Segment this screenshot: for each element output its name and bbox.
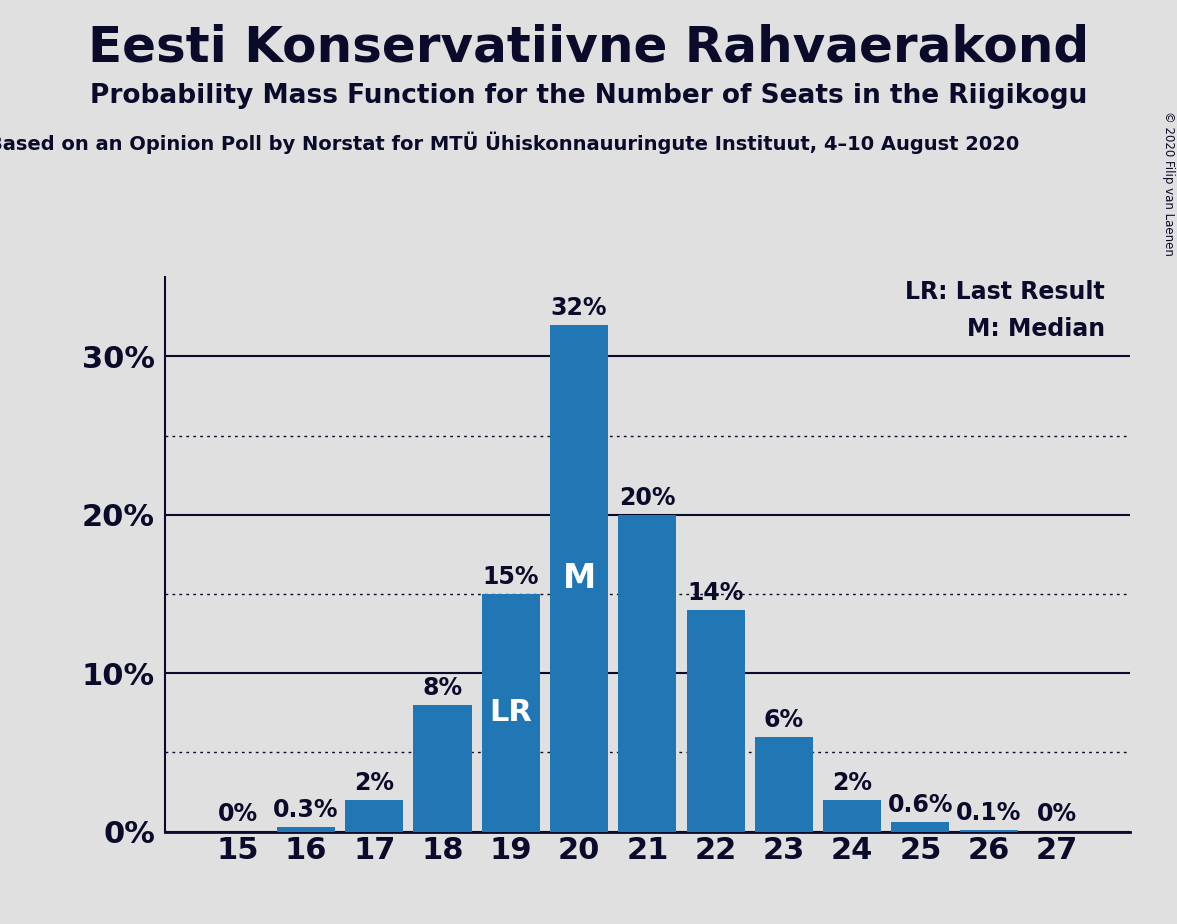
Bar <box>686 610 745 832</box>
Text: Probability Mass Function for the Number of Seats in the Riigikogu: Probability Mass Function for the Number… <box>89 83 1088 109</box>
Text: M: Median: M: Median <box>966 317 1105 341</box>
Bar <box>481 594 540 832</box>
Bar <box>345 800 404 832</box>
Text: 32%: 32% <box>551 296 607 320</box>
Text: LR: Last Result: LR: Last Result <box>905 280 1105 304</box>
Text: 0.6%: 0.6% <box>887 794 953 818</box>
Bar <box>959 830 1018 832</box>
Text: 8%: 8% <box>423 676 463 700</box>
Text: 0.3%: 0.3% <box>273 798 339 822</box>
Text: 0%: 0% <box>218 802 258 826</box>
Bar <box>618 515 677 832</box>
Text: 6%: 6% <box>764 708 804 732</box>
Text: © 2020 Filip van Laenen: © 2020 Filip van Laenen <box>1162 111 1176 256</box>
Bar <box>754 736 813 832</box>
Text: 0.1%: 0.1% <box>956 801 1022 825</box>
Text: Eesti Konservatiivne Rahvaerakond: Eesti Konservatiivne Rahvaerakond <box>88 23 1089 71</box>
Text: 20%: 20% <box>619 486 676 510</box>
Text: 14%: 14% <box>687 581 744 605</box>
Bar <box>413 705 472 832</box>
Text: LR: LR <box>490 699 532 727</box>
Text: Based on an Opinion Poll by Norstat for MTÜ Ühiskonnauuringute Instituut, 4–10 A: Based on an Opinion Poll by Norstat for … <box>0 131 1019 153</box>
Text: 15%: 15% <box>483 565 539 590</box>
Bar <box>891 822 950 832</box>
Bar <box>277 827 335 832</box>
Text: 2%: 2% <box>832 772 872 796</box>
Bar <box>823 800 882 832</box>
Text: M: M <box>563 562 596 595</box>
Text: 2%: 2% <box>354 772 394 796</box>
Text: 0%: 0% <box>1037 802 1077 826</box>
Bar <box>550 324 609 832</box>
